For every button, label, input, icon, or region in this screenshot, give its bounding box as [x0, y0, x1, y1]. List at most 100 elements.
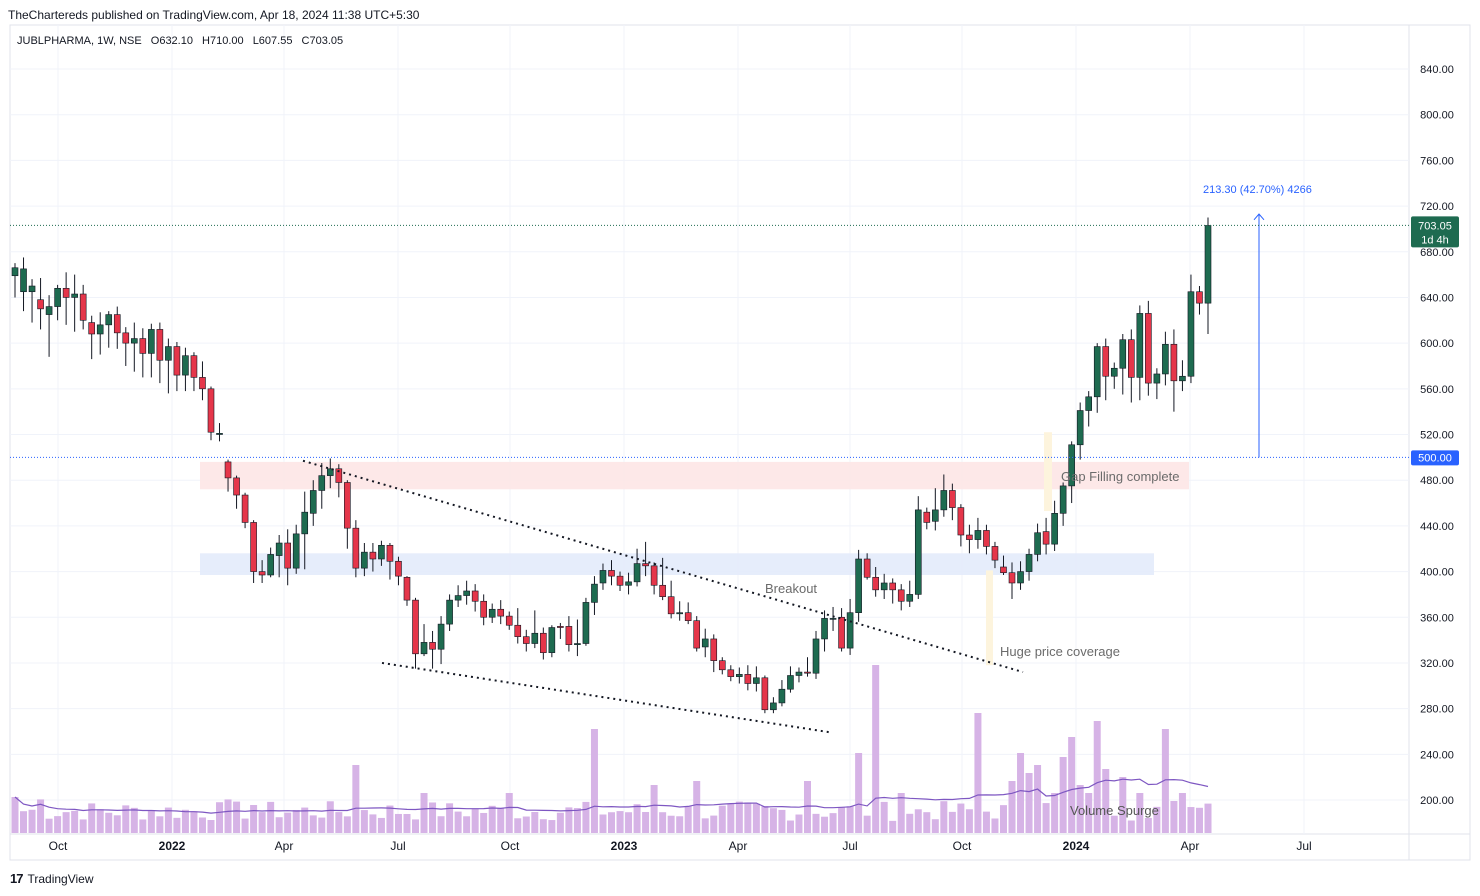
candle-body	[906, 594, 914, 602]
candle-body	[28, 285, 36, 293]
volume-bar	[667, 815, 675, 833]
volume-bar	[821, 816, 829, 833]
tradingview-brand[interactable]: TradingView	[27, 871, 94, 886]
volume-bar	[20, 811, 28, 833]
candle-body	[1000, 566, 1007, 574]
volume-bar	[1195, 807, 1203, 833]
volume-bar	[539, 819, 547, 833]
volume-bar	[974, 713, 982, 833]
volume-bar	[497, 807, 505, 833]
volume-bar	[522, 816, 530, 833]
candle-body	[872, 576, 879, 591]
volume-bar	[599, 814, 607, 833]
candle-body	[548, 627, 556, 653]
volume-bar	[88, 803, 96, 833]
volume-bar	[326, 801, 334, 833]
trendline-drawings[interactable]	[302, 213, 1265, 734]
volume-bar	[1093, 721, 1101, 833]
volume-bar	[37, 799, 45, 833]
volume-bar	[897, 793, 905, 833]
volume-bar	[45, 818, 53, 833]
candle-body	[744, 674, 752, 684]
candle-body	[96, 324, 104, 335]
candle-body	[207, 388, 215, 433]
candle-body	[131, 338, 138, 344]
candle-body	[608, 570, 615, 577]
tradingview-logo-icon: 17	[10, 871, 24, 886]
price-axis[interactable]: 840.00 800.00 760.00 720.00 680.00 640.00 600.…	[1411, 64, 1459, 807]
candle-body	[727, 669, 735, 677]
volume-bar	[258, 812, 266, 833]
volume-bar	[156, 816, 164, 833]
candle-body	[1119, 339, 1127, 369]
candle-body	[429, 642, 436, 650]
candle-body	[932, 509, 939, 522]
candle-body	[1042, 531, 1050, 545]
volume-bar	[1144, 817, 1152, 833]
candle-body	[1136, 313, 1144, 378]
volume-bar	[412, 819, 420, 833]
candle-body	[71, 293, 78, 298]
volume-bar	[446, 803, 454, 833]
volume-bar	[216, 802, 224, 833]
symbol-legend: JUBLPHARMA, 1W, NSE O632.10 H710.00 L607…	[17, 35, 349, 47]
candle-body	[753, 677, 760, 684]
candle-body	[1145, 313, 1152, 384]
price-tick-label: 280.00	[1420, 704, 1454, 716]
level-badge-text: 500.00	[1418, 452, 1452, 464]
candle-body	[233, 477, 240, 496]
candle-body	[1059, 485, 1067, 514]
candle-body	[1170, 343, 1178, 382]
candle-body	[284, 542, 291, 569]
volume-bar	[565, 807, 573, 833]
volume-bar	[991, 818, 999, 833]
candle-body	[497, 608, 505, 617]
candle-body	[156, 329, 164, 361]
ohlc-open: O632.10	[150, 35, 193, 47]
volume-bar	[948, 811, 956, 833]
volume-bar	[301, 807, 309, 833]
volume-bar	[105, 812, 113, 833]
candle-body	[957, 507, 965, 536]
candle-body	[582, 602, 590, 644]
volume-bar	[420, 793, 428, 833]
volume-bar	[940, 801, 948, 833]
time-tick-label: Apr	[1181, 839, 1200, 853]
candle-body	[88, 322, 95, 335]
time-axis[interactable]: Oct 2022 Apr Jul Oct 2023 Apr Jul Oct 2024 Apr Jul	[49, 839, 1312, 853]
price-tick-label: 200.00	[1420, 795, 1454, 807]
volume-bar	[1119, 777, 1127, 833]
volume-bar	[488, 805, 496, 833]
price-tick-label: 720.00	[1420, 201, 1454, 213]
time-tick-label: Oct	[49, 839, 68, 853]
candle-body	[318, 475, 326, 491]
volume-bar	[130, 807, 138, 833]
candle-body	[1017, 571, 1024, 584]
volume-bar	[403, 813, 411, 833]
volume-bar	[548, 820, 556, 833]
volume-bar	[173, 817, 181, 833]
candle-body	[923, 511, 931, 523]
volume-bar	[1025, 773, 1033, 833]
volume-bar	[318, 817, 326, 833]
price-tick-label: 480.00	[1420, 475, 1454, 487]
volume-bar	[96, 809, 104, 833]
volume-bar	[335, 812, 343, 833]
support-zone-blue	[200, 553, 1154, 575]
volume-bar	[122, 805, 130, 833]
volume-bar	[1068, 737, 1076, 833]
volume-bar	[198, 817, 206, 833]
volume-bar	[778, 809, 786, 833]
volume-bar	[139, 819, 147, 833]
candle-body	[480, 600, 487, 618]
volume-ma	[14, 778, 1209, 814]
candle-body	[454, 595, 462, 601]
symbol-name[interactable]: JUBLPHARMA, 1W, NSE	[17, 35, 142, 47]
volume-bar	[1178, 793, 1186, 833]
candle-body	[105, 314, 113, 326]
candle-body	[693, 620, 701, 649]
price-tick-label: 560.00	[1420, 384, 1454, 396]
candle-body	[1008, 572, 1016, 584]
volume-bar	[710, 815, 718, 833]
